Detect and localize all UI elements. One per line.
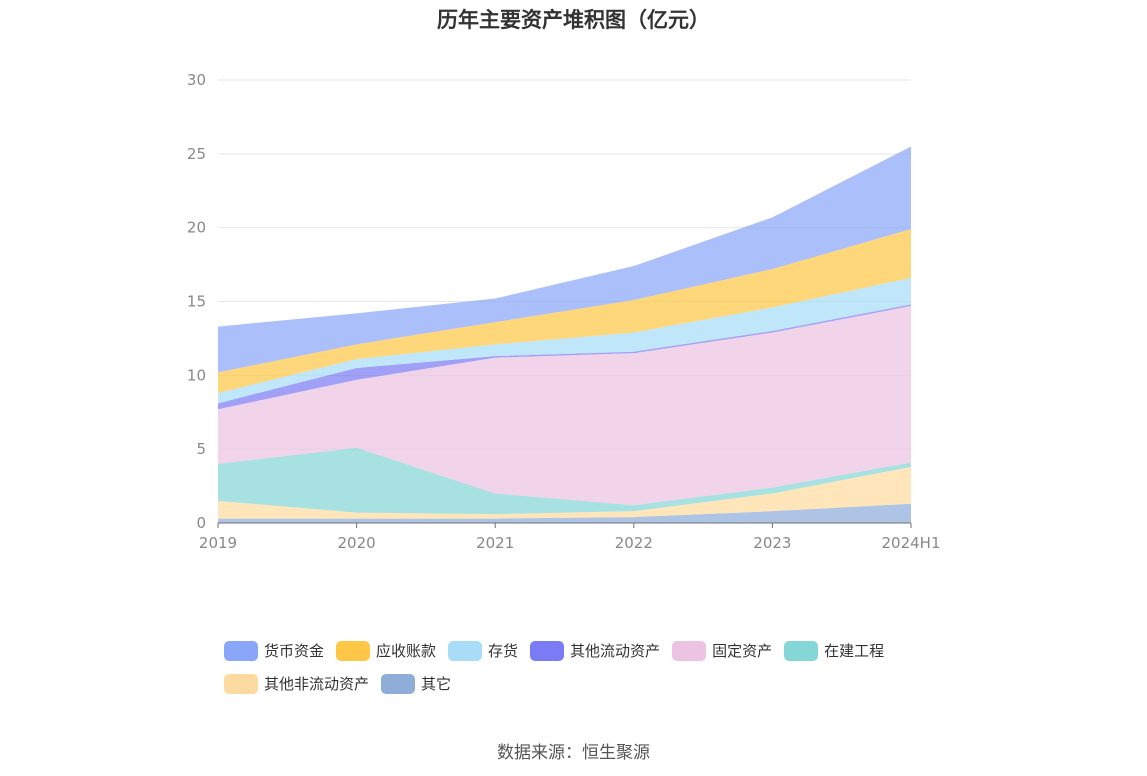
legend-label: 其他流动资产 xyxy=(570,642,661,660)
legend-label: 存货 xyxy=(488,642,519,660)
stacked-area-chart: 0 5 10 15 20 25 30 2019 2020 2021 2022 2023 2024H1 xyxy=(187,71,941,552)
x-tick-label: 2020 xyxy=(338,534,376,552)
legend-swatch xyxy=(784,640,819,661)
axes: 0 5 10 15 20 25 30 2019 2020 2021 2022 2023 2024H1 xyxy=(187,71,941,552)
y-tick-label: 15 xyxy=(187,293,206,311)
legend-label: 在建工程 xyxy=(824,642,885,660)
x-tick-label: 2019 xyxy=(199,534,237,552)
legend-label: 货币资金 xyxy=(264,642,325,660)
y-tick-label: 25 xyxy=(187,145,206,163)
legend-swatch xyxy=(448,640,483,661)
area-series-货币资金 xyxy=(218,146,911,373)
legend-item[interactable]: 在建工程 xyxy=(784,640,884,661)
y-tick-label: 0 xyxy=(196,514,206,532)
y-tick-label: 20 xyxy=(187,219,206,237)
legend: 货币资金 应收账款 存货 其他流动资产 固定资产 在建工程其他非流动资产 其它 xyxy=(224,640,944,706)
legend-label: 固定资产 xyxy=(712,642,773,660)
legend-label: 应收账款 xyxy=(376,642,437,660)
source-note: 数据来源：恒生聚源 xyxy=(497,743,650,763)
legend-swatch xyxy=(224,640,258,661)
legend-item[interactable]: 固定资产 xyxy=(672,640,772,661)
area-series-group xyxy=(218,146,911,523)
legend-swatch xyxy=(381,673,416,694)
legend-swatch xyxy=(672,640,707,661)
legend-item[interactable]: 货币资金 xyxy=(224,640,324,661)
chart-title: 历年主要资产堆积图（亿元） xyxy=(437,8,710,32)
x-tick-label: 2021 xyxy=(476,534,514,552)
x-tick-label: 2022 xyxy=(615,534,653,552)
legend-item[interactable]: 应收账款 xyxy=(336,640,436,661)
legend-item[interactable]: 其他非流动资产 xyxy=(224,673,369,694)
area-series-应收账款 xyxy=(218,229,911,394)
legend-swatch xyxy=(530,640,565,661)
legend-swatch xyxy=(224,673,258,694)
area-series-存货 xyxy=(218,277,911,404)
area-series-其他非流动资产 xyxy=(218,466,911,519)
y-tick-label: 5 xyxy=(196,440,206,458)
area-series-固定资产 xyxy=(218,305,911,506)
y-tick-label: 10 xyxy=(187,366,206,384)
area-series-其它 xyxy=(218,503,911,523)
legend-item[interactable]: 存货 xyxy=(448,640,518,661)
legend-label: 其它 xyxy=(421,675,452,693)
legend-item[interactable]: 其他流动资产 xyxy=(530,640,660,661)
legend-swatch xyxy=(336,640,371,661)
x-tick-label: 2023 xyxy=(753,534,791,552)
y-tick-label: 30 xyxy=(187,71,206,89)
legend-label: 其他非流动资产 xyxy=(264,675,370,693)
legend-item[interactable]: 其它 xyxy=(381,673,451,694)
area-series-在建工程 xyxy=(218,447,911,515)
x-tick-label: 2024H1 xyxy=(882,534,941,552)
